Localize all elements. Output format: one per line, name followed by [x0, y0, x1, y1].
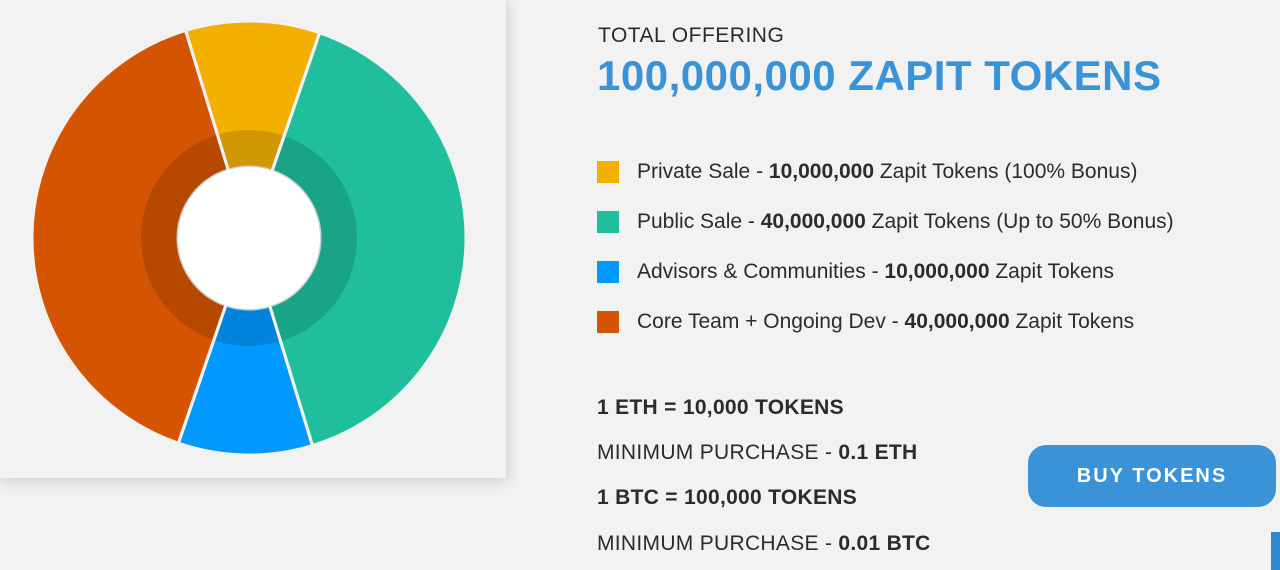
- btc-rate: 1 BTC = 100,000 TOKENS: [597, 486, 858, 509]
- eth-rate: 1 ETH = 10,000 TOKENS: [597, 396, 844, 419]
- legend-item-private-sale: Private Sale - 10,000,000 Zapit Tokens (…: [597, 160, 1174, 210]
- buy-tokens-button[interactable]: BUY TOKENS: [1028, 445, 1276, 507]
- legend-label: Core Team + Ongoing Dev - 40,000,000 Zap…: [637, 310, 1135, 333]
- token-allocation-donut-chart: [30, 19, 468, 457]
- donut-hole: [178, 167, 320, 309]
- slice-separator: [270, 31, 322, 172]
- slice-separator: [183, 29, 230, 171]
- btc-minimum-purchase: MINIMUM PURCHASE - 0.01 BTC: [597, 532, 931, 555]
- legend-swatch: [597, 211, 619, 233]
- legend-label: Private Sale - 10,000,000 Zapit Tokens (…: [637, 160, 1138, 183]
- legend-label: Public Sale - 40,000,000 Zapit Tokens (U…: [637, 210, 1174, 233]
- legend-swatch: [597, 311, 619, 333]
- legend-item-advisors-communities: Advisors & Communities - 10,000,000 Zapi…: [597, 260, 1174, 310]
- total-offering-value: 100,000,000 ZAPIT TOKENS: [597, 52, 1162, 99]
- legend-item-public-sale: Public Sale - 40,000,000 Zapit Tokens (U…: [597, 210, 1174, 260]
- corner-tab[interactable]: [1271, 532, 1280, 570]
- allocation-legend: Private Sale - 10,000,000 Zapit Tokens (…: [597, 160, 1174, 360]
- legend-swatch: [597, 161, 619, 183]
- slice-separator: [176, 304, 228, 445]
- inner-shade-ring: [141, 130, 357, 346]
- eth-minimum-purchase: MINIMUM PURCHASE - 0.1 ETH: [597, 441, 918, 464]
- allocation-chart-card: [0, 0, 506, 478]
- legend-swatch: [597, 261, 619, 283]
- legend-item-core-team: Core Team + Ongoing Dev - 40,000,000 Zap…: [597, 310, 1174, 360]
- legend-label: Advisors & Communities - 10,000,000 Zapi…: [637, 260, 1115, 283]
- total-offering-label: TOTAL OFFERING: [598, 24, 785, 47]
- slice-separator: [268, 305, 315, 447]
